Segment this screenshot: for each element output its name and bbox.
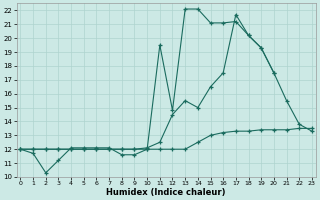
X-axis label: Humidex (Indice chaleur): Humidex (Indice chaleur) xyxy=(107,188,226,197)
